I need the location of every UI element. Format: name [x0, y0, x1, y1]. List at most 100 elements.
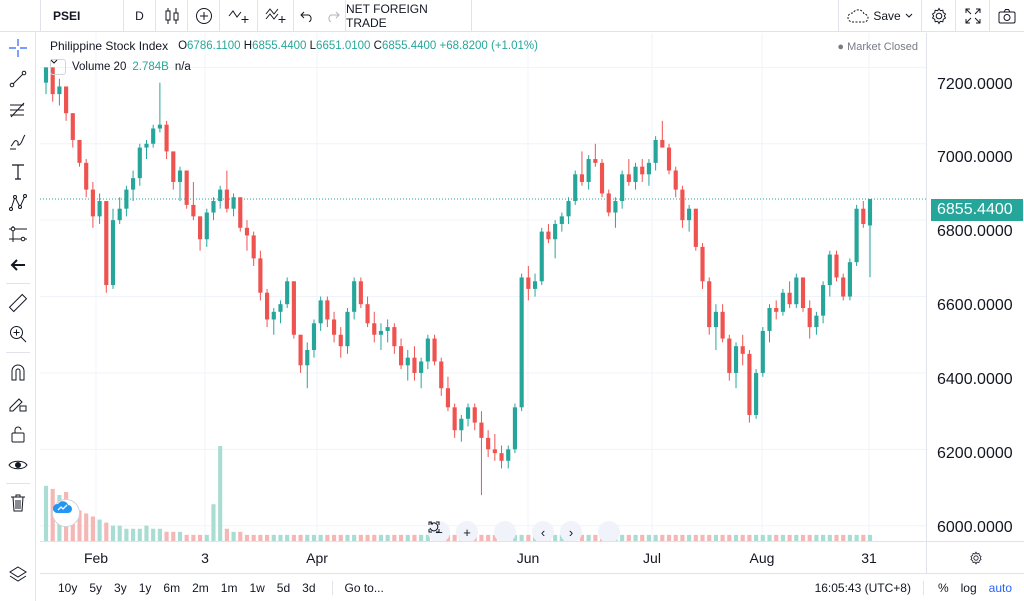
price-scale[interactable]: 7200.0000 7000.0000 6800.0000 6600.0000 …	[926, 33, 1024, 541]
candle-body	[780, 292, 785, 312]
candle-body	[861, 208, 866, 224]
indicators-button[interactable]	[220, 0, 258, 32]
candle-body	[506, 449, 511, 461]
volume-bar	[713, 534, 718, 541]
prediction-tool[interactable]	[0, 218, 36, 249]
range-1m[interactable]: 1m	[220, 580, 238, 595]
scale-settings-button[interactable]	[926, 541, 1024, 573]
candle-body	[579, 174, 585, 182]
candle-body	[747, 353, 752, 415]
time-tick: Apr	[306, 550, 328, 566]
candle-body	[298, 334, 303, 366]
zoom-in-button[interactable]: +	[456, 521, 478, 541]
candle-body	[673, 170, 678, 190]
lock-tool[interactable]	[0, 418, 36, 449]
volume-bar	[305, 534, 310, 541]
candle-body	[84, 162, 89, 190]
volume-bar	[352, 534, 357, 541]
fullscreen-button[interactable]	[956, 0, 990, 32]
volume-bar	[419, 534, 424, 541]
volume-bar	[727, 534, 732, 541]
settings-button[interactable]	[922, 0, 956, 32]
reset-zoom-button[interactable]	[428, 521, 516, 541]
range-2m[interactable]: 2m	[192, 580, 209, 595]
redo-button[interactable]	[320, 0, 346, 32]
volume-bar	[358, 534, 363, 541]
pattern-tool[interactable]	[0, 187, 36, 218]
candle-body	[318, 300, 323, 324]
reset-chart-button[interactable]	[429, 521, 620, 541]
volume-bar	[224, 528, 229, 541]
candle-body	[191, 204, 196, 217]
chart-pane[interactable]: Philippine Stock Index O6786.1100 H6855.…	[40, 33, 926, 541]
visibility-tool[interactable]	[0, 449, 36, 480]
symbol-search-button[interactable]: PSEI	[40, 0, 124, 32]
text-tool[interactable]	[0, 156, 36, 187]
brush-tool[interactable]	[0, 125, 36, 156]
scroll-right-button[interactable]: ›	[560, 521, 582, 541]
candle-body	[526, 277, 531, 289]
candle-body	[479, 422, 484, 438]
candle-body	[311, 323, 317, 351]
candle-body	[593, 159, 598, 163]
range-5y[interactable]: 5y	[89, 580, 103, 595]
candle-body	[546, 231, 551, 240]
candle-body	[807, 308, 812, 328]
candle-body	[425, 338, 430, 362]
candle-body	[740, 346, 745, 354]
timezone-clock[interactable]: 16:05:43 (UTC+8)	[815, 580, 924, 595]
volume-bar	[264, 534, 270, 541]
range-6m[interactable]: 6m	[163, 580, 181, 595]
magnet-tool[interactable]	[0, 356, 36, 387]
volume-bar	[720, 534, 725, 541]
trendline-tool[interactable]	[0, 63, 36, 94]
save-button[interactable]: Save	[838, 0, 922, 32]
range-5d[interactable]: 5d	[276, 580, 291, 595]
range-3d[interactable]: 3d	[302, 580, 316, 595]
chart-type-button[interactable]	[156, 0, 188, 32]
range-3y[interactable]: 3y	[114, 580, 127, 595]
interval-button[interactable]: D	[124, 0, 156, 32]
screenshot-button[interactable]	[990, 0, 1024, 32]
undo-button[interactable]	[294, 0, 320, 32]
auto-scale-toggle[interactable]: auto	[988, 580, 1012, 595]
candle-body	[512, 407, 518, 450]
candle-body	[586, 159, 591, 182]
candle-body	[472, 407, 477, 423]
volume-bar	[325, 534, 330, 541]
range-1y[interactable]: 1y	[138, 580, 152, 595]
fib-tool[interactable]	[0, 94, 36, 125]
range-1w[interactable]: 1w	[249, 580, 265, 595]
range-10y[interactable]: 10y	[58, 580, 78, 595]
remove-drawings-tool[interactable]	[0, 487, 36, 518]
volume-bar	[251, 534, 256, 541]
lock-drawings-tool[interactable]	[0, 387, 36, 418]
goto-button[interactable]: Go to...	[331, 580, 390, 595]
crosshair-tool[interactable]	[0, 32, 36, 63]
templates-button[interactable]	[258, 0, 294, 32]
candle-body	[278, 304, 283, 312]
candle-body	[452, 407, 457, 431]
candle-body	[794, 277, 799, 305]
zoom-tool[interactable]	[0, 318, 36, 349]
candle-body	[224, 189, 229, 209]
candlestick-chart[interactable]	[40, 33, 926, 541]
scroll-left-button[interactable]: ‹	[532, 521, 554, 541]
percent-scale-toggle[interactable]: %	[937, 580, 949, 595]
net-foreign-trade-button[interactable]: NET FOREIGN TRADE	[346, 0, 472, 32]
time-scale[interactable]: Feb 3 Apr Jun Jul Aug 31	[40, 541, 926, 573]
volume-bar	[392, 534, 397, 541]
navigation-controls: − + ‹ ›	[428, 521, 620, 541]
measure-tool[interactable]	[0, 287, 36, 318]
compare-button[interactable]	[188, 0, 220, 32]
candle-body	[633, 166, 638, 182]
candle-body	[620, 174, 625, 202]
brush-icon	[10, 134, 26, 149]
log-scale-toggle[interactable]: log	[960, 580, 977, 595]
tradingview-logo[interactable]	[52, 499, 80, 527]
candle-body	[459, 418, 464, 431]
object-tree-tool[interactable]	[0, 558, 36, 589]
back-tool[interactable]	[0, 249, 36, 280]
legend-collapse-button[interactable]	[50, 59, 66, 75]
